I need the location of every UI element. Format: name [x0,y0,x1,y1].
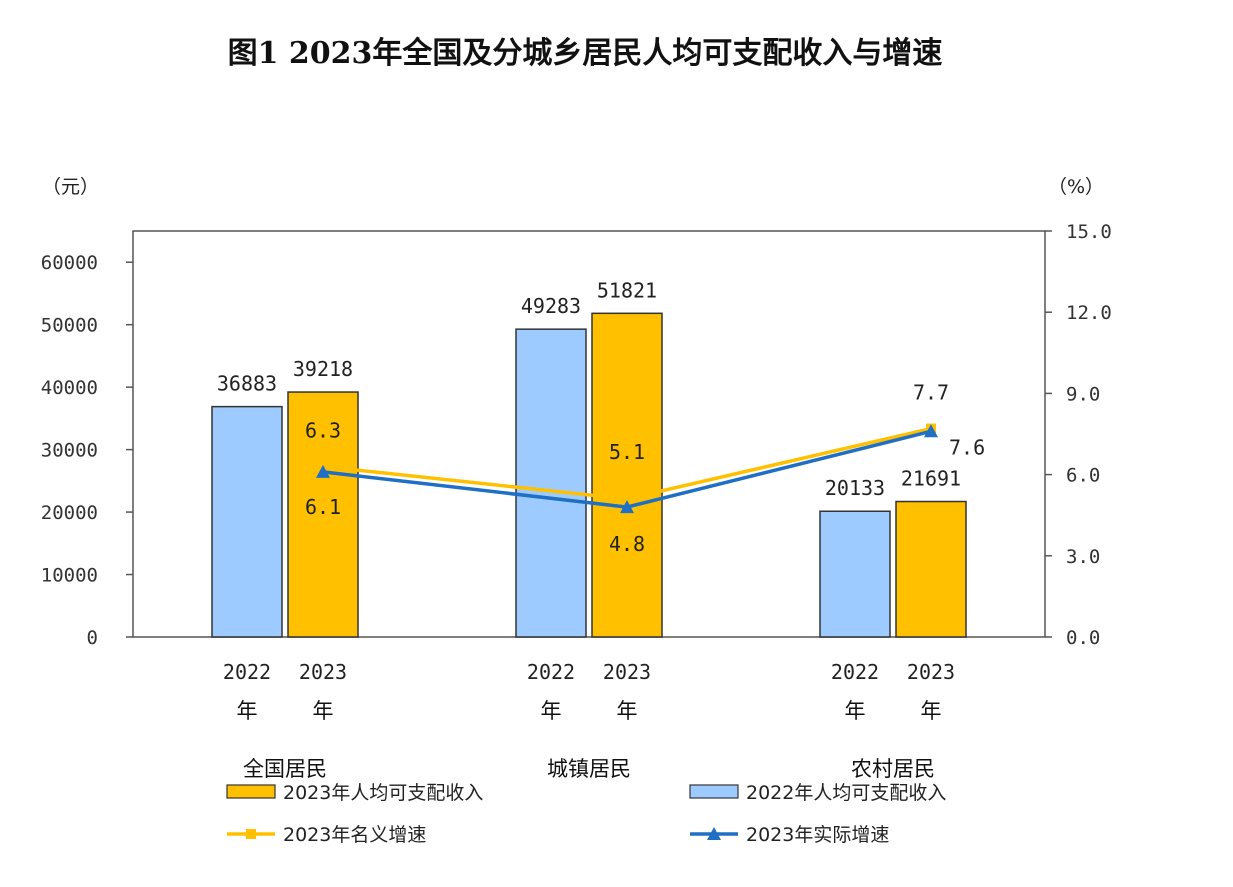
nominal-growth-label: 5.1 [609,440,645,464]
legend-marker-actual [707,827,721,840]
right-tick-label: 15.0 [1066,221,1112,243]
legend-swatch-2023 [226,784,276,799]
right-axis-unit: （%） [1048,176,1104,198]
bar-value-label: 39218 [293,357,353,381]
legend-label-2022: 2022年人均可支配收入 [746,782,946,804]
right-tick-label: 6.0 [1066,465,1100,487]
bar [211,405,283,638]
right-axis-ticks: 0.0 3.0 6.0 9.0 12.0 15.0 [1045,221,1112,649]
bar-value-label: 51821 [597,278,657,302]
left-tick-label: 0 [87,627,98,649]
actual-growth-label: 6.1 [305,495,341,519]
actual-growth-label: 7.6 [949,435,985,459]
left-tick-label: 30000 [41,440,98,462]
x-year-label: 2022 [527,660,575,684]
x-year-suffix: 年 [313,699,334,723]
bar-value-label: 21691 [901,467,961,491]
actual-growth-label: 4.8 [609,532,645,556]
bar [287,391,359,638]
legend: 2023年人均可支配收入 2022年人均可支配收入 2023年名义增速 2023年实际… [226,782,946,846]
category-label: 全国居民 [243,757,327,781]
bar [895,500,967,638]
right-tick-label: 9.0 [1066,383,1100,405]
bar [819,510,891,638]
legend-label-2023: 2023年人均可支配收入 [283,782,483,804]
bars: 36883 39218 49283 51821 20133 21691 [211,278,967,638]
x-year-label: 2023 [299,660,347,684]
growth-lines: 6.3 5.1 7.7 6.1 4.8 7.6 [305,381,985,556]
left-axis-unit: （元） [42,176,99,198]
bar-value-label: 49283 [521,294,581,318]
category-label: 农村居民 [851,757,935,781]
x-year-suffix: 年 [541,699,562,723]
right-tick-label: 12.0 [1066,302,1112,324]
x-year-label: 2023 [603,660,651,684]
legend-label-actual: 2023年实际增速 [746,824,889,846]
left-axis-ticks: 0 10000 20000 30000 40000 50000 60000 [41,252,133,649]
x-year-label: 2022 [831,660,879,684]
chart-title: 图1 2023年全国及分城乡居民人均可支配收入与增速 [227,36,943,71]
bar-value-label: 20133 [825,476,885,500]
legend-marker-nominal [246,829,256,839]
right-tick-label: 0.0 [1066,627,1100,649]
nominal-growth-label: 6.3 [305,418,341,442]
x-year-suffix: 年 [845,699,866,723]
category-label: 城镇居民 [547,757,631,781]
line-marker-triangle [316,464,330,478]
x-year-label: 2023 [907,660,955,684]
line-marker-square [622,493,632,504]
legend-swatch-2022 [689,784,739,799]
x-year-suffix: 年 [921,699,942,723]
line-marker-triangle [620,500,634,514]
bar [515,328,587,638]
left-tick-label: 60000 [41,252,98,274]
left-tick-label: 50000 [41,315,98,337]
left-tick-label: 10000 [41,565,98,587]
legend-label-nominal: 2023年名义增速 [283,824,426,846]
left-tick-label: 20000 [41,502,98,524]
plot-area [132,230,1046,638]
x-year-label: 2022 [223,660,271,684]
x-year-suffix: 年 [617,699,638,723]
line-marker-triangle [924,424,938,438]
left-tick-label: 40000 [41,377,98,399]
bar-value-label: 36883 [217,372,277,396]
bar [591,312,663,638]
right-tick-label: 3.0 [1066,546,1100,568]
nominal-growth-label: 7.7 [913,381,949,405]
x-year-suffix: 年 [237,699,258,723]
